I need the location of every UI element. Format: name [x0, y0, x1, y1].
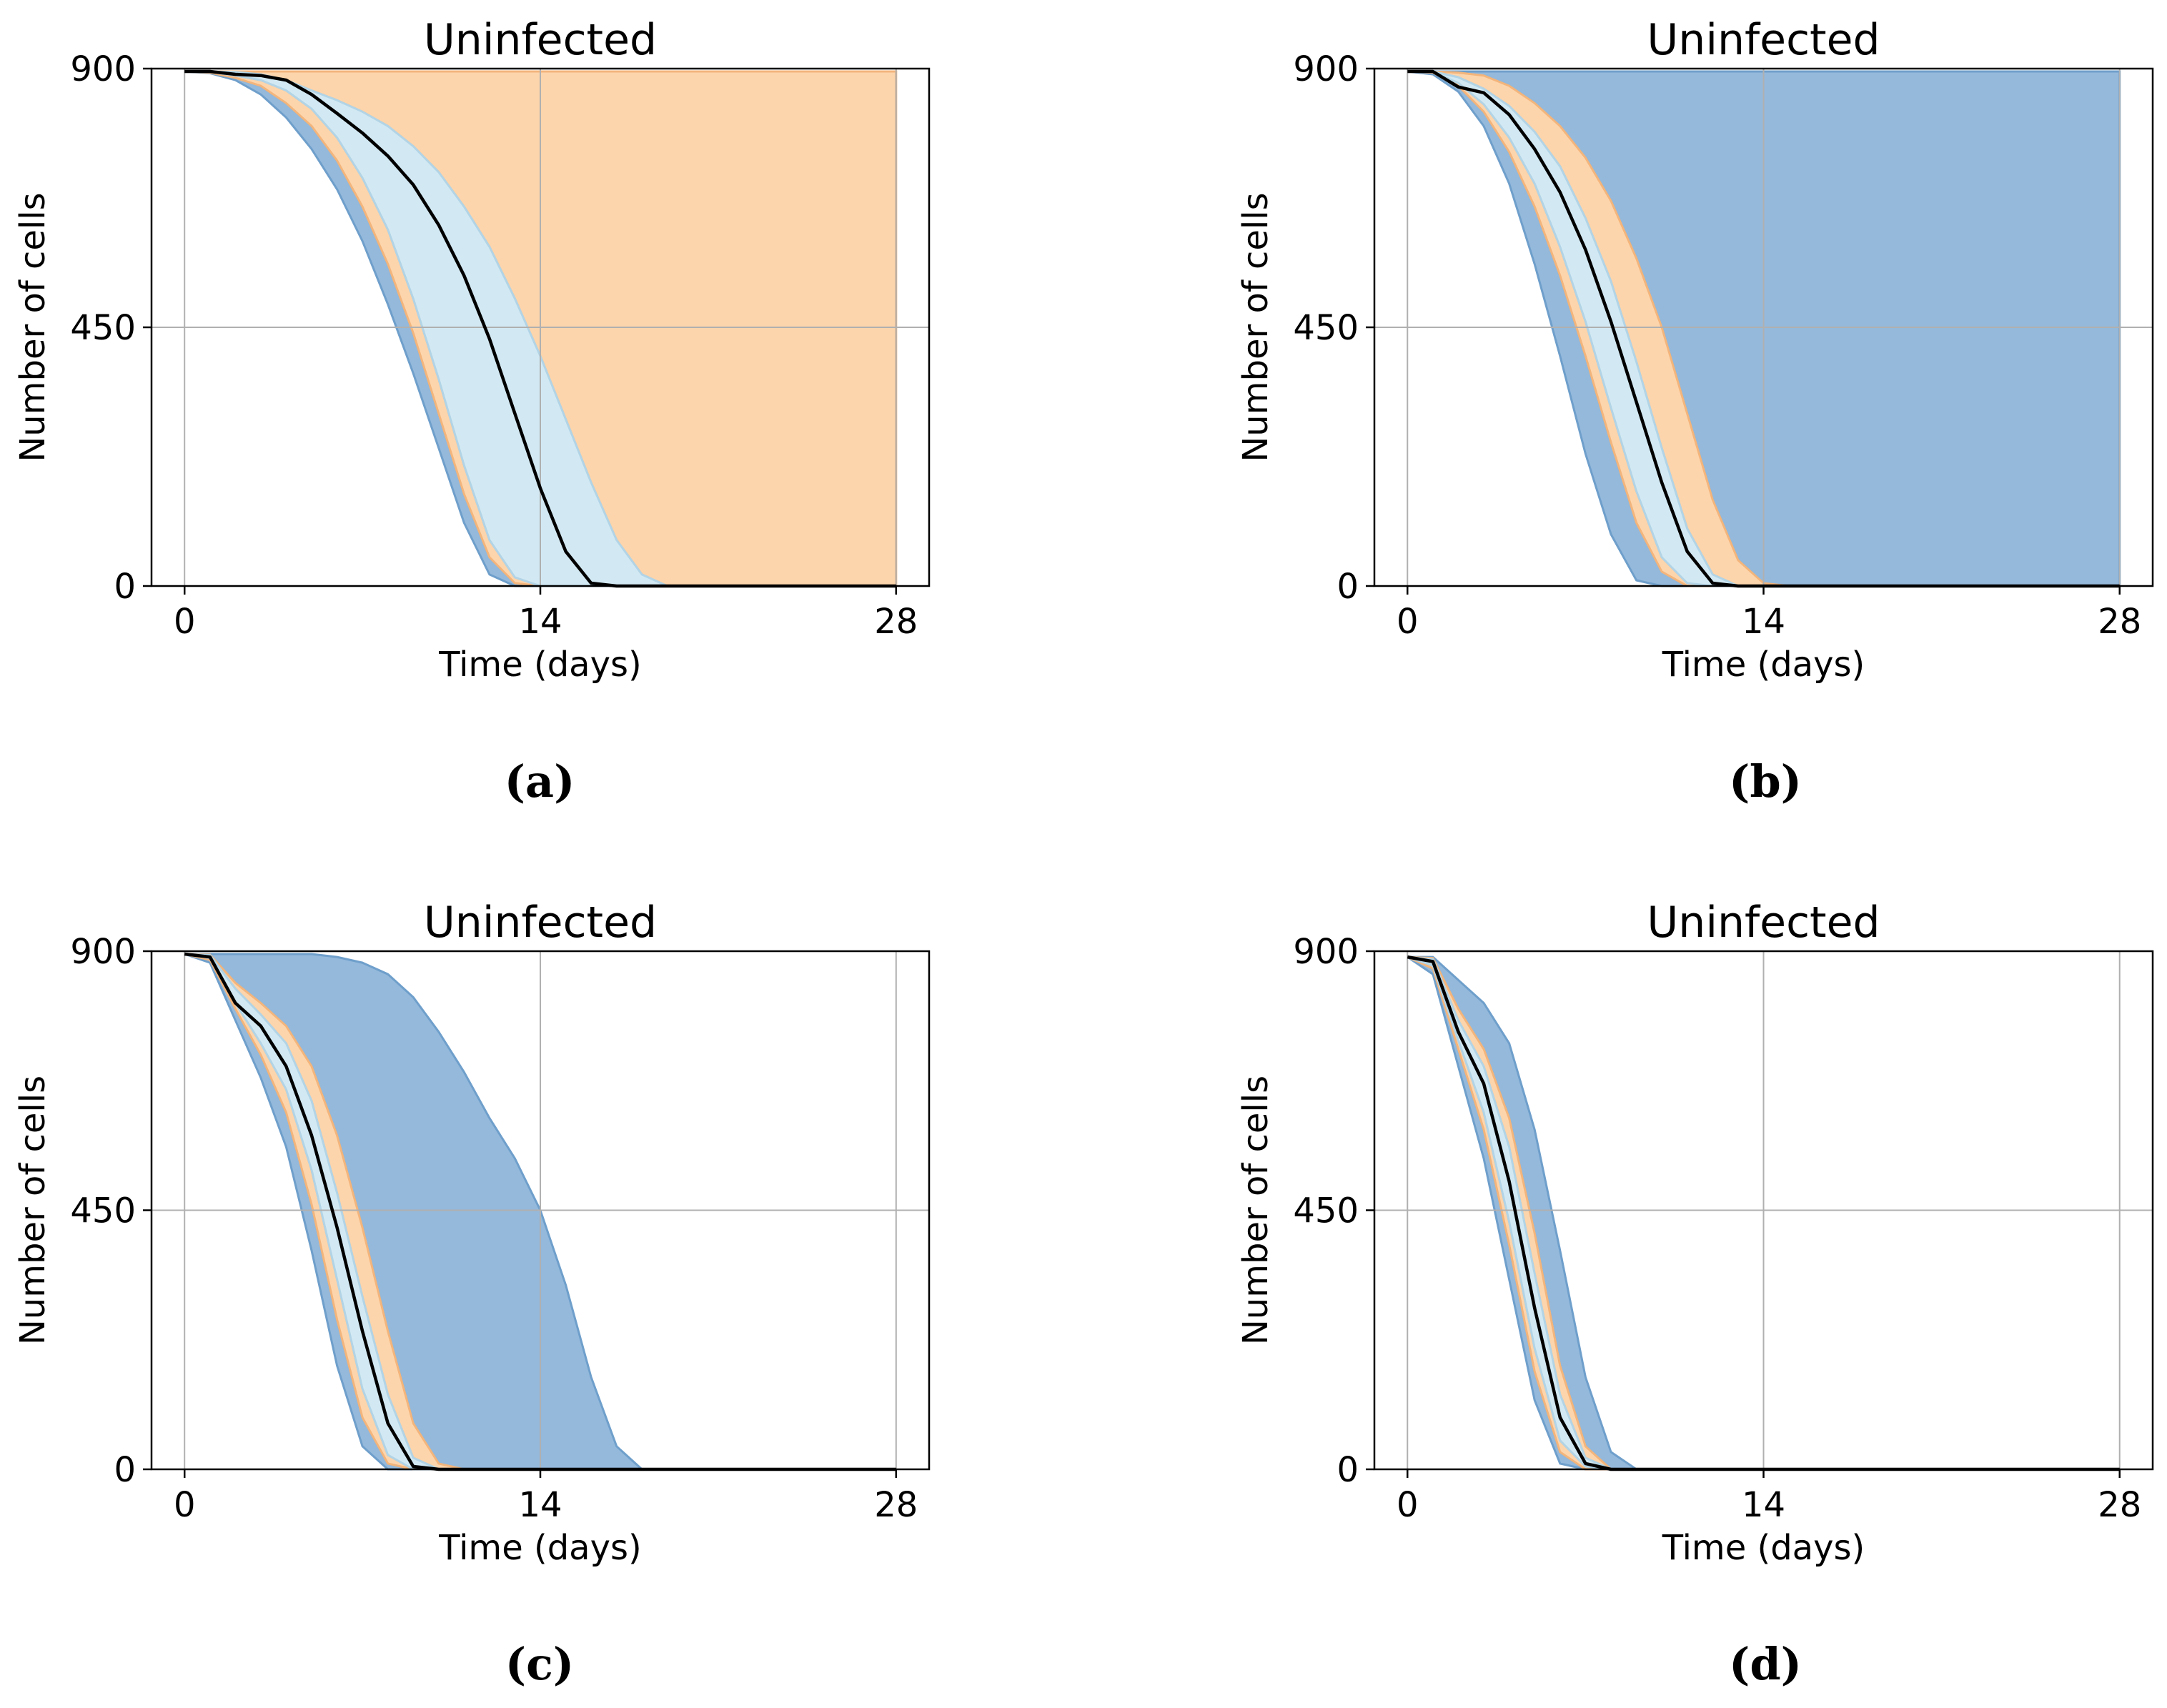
y-tick-label: 0: [114, 567, 136, 607]
y-axis-label: Number of cells: [13, 1076, 53, 1345]
y-tick-label: 900: [1293, 49, 1359, 89]
x-tick-label: 0: [1397, 1485, 1419, 1525]
y-axis-label: Number of cells: [13, 192, 53, 462]
y-tick-label: 900: [1293, 932, 1359, 972]
chart-title: Uninfected: [424, 898, 657, 948]
y-tick-label: 0: [1337, 567, 1359, 607]
y-tick-label: 450: [1293, 308, 1359, 348]
band-p25-p75: [1407, 70, 2120, 587]
chart-panel-c: 0 14 28 0 450 900 Uninfected Time (days) Number …: [13, 898, 931, 1690]
x-tick-label: 28: [874, 602, 918, 642]
chart-panel-b: 0 14 28 0 450 900 Uninfected Time (days) Number …: [1236, 15, 2154, 808]
x-axis-label: Time (days): [1662, 1528, 1865, 1568]
x-axis-label: Time (days): [438, 1528, 641, 1568]
y-tick-label: 900: [70, 932, 136, 972]
y-tick-label: 450: [70, 1191, 136, 1231]
y-tick-label: 900: [70, 49, 136, 89]
y-tick-label: 450: [1293, 1191, 1359, 1231]
x-tick-label: 14: [1742, 602, 1785, 642]
y-axis-label: Number of cells: [1236, 192, 1276, 462]
panel-caption: (d): [1729, 1638, 1802, 1690]
x-tick-label: 0: [174, 1485, 196, 1525]
x-tick-label: 14: [1742, 1485, 1785, 1525]
y-tick-label: 0: [114, 1450, 136, 1490]
x-tick-label: 28: [874, 1485, 918, 1525]
x-tick-label: 0: [1397, 602, 1419, 642]
panel-caption: (b): [1729, 755, 1802, 808]
x-tick-label: 28: [2098, 602, 2141, 642]
y-tick-label: 0: [1337, 1450, 1359, 1490]
chart-panel-a: 0 14 28 0 450 900 Uninfected Time (days) Number …: [13, 15, 931, 808]
panel-caption: (c): [505, 1638, 574, 1690]
panel-caption: (a): [505, 755, 575, 808]
chart-title: Uninfected: [1647, 898, 1880, 948]
x-tick-label: 0: [174, 602, 196, 642]
x-tick-label: 14: [518, 602, 562, 642]
chart-title: Uninfected: [1647, 15, 1880, 65]
chart-title: Uninfected: [424, 15, 657, 65]
chart-panel-d: 0 14 28 0 450 900 Uninfected Time (days) Number …: [1236, 898, 2154, 1690]
y-tick-label: 450: [70, 308, 136, 348]
x-axis-label: Time (days): [1662, 645, 1865, 685]
x-axis-label: Time (days): [438, 645, 641, 685]
x-tick-label: 28: [2098, 1485, 2141, 1525]
y-axis-label: Number of cells: [1236, 1076, 1276, 1345]
x-tick-label: 14: [518, 1485, 562, 1525]
